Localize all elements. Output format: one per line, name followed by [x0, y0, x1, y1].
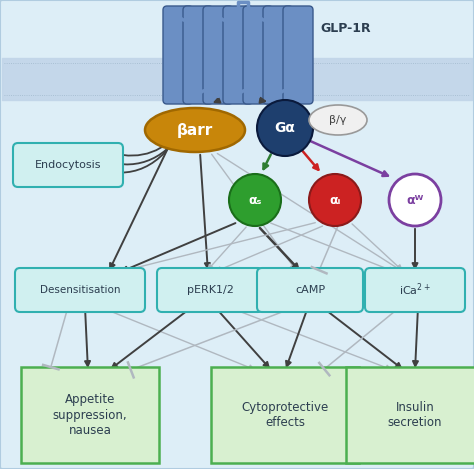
Circle shape — [257, 100, 313, 156]
FancyBboxPatch shape — [203, 6, 233, 104]
Text: Cytoprotective
effects: Cytoprotective effects — [241, 401, 328, 429]
Text: αₛ: αₛ — [248, 194, 262, 206]
FancyBboxPatch shape — [211, 367, 359, 463]
FancyBboxPatch shape — [15, 268, 145, 312]
Text: Appetite
suppression,
nausea: Appetite suppression, nausea — [53, 393, 128, 437]
FancyBboxPatch shape — [157, 268, 263, 312]
Text: GLP-1R: GLP-1R — [320, 22, 371, 35]
FancyBboxPatch shape — [243, 6, 273, 104]
FancyBboxPatch shape — [163, 6, 193, 104]
Ellipse shape — [309, 105, 367, 135]
Text: iCa$^{2+}$: iCa$^{2+}$ — [399, 282, 431, 298]
Text: αᵢ: αᵢ — [329, 194, 341, 206]
FancyBboxPatch shape — [223, 6, 253, 104]
FancyBboxPatch shape — [283, 6, 313, 104]
Text: αᵂ: αᵂ — [406, 194, 424, 206]
FancyBboxPatch shape — [346, 367, 474, 463]
Text: Endocytosis: Endocytosis — [35, 160, 101, 170]
FancyBboxPatch shape — [21, 367, 159, 463]
Text: Desensitisation: Desensitisation — [40, 285, 120, 295]
Circle shape — [229, 174, 281, 226]
Ellipse shape — [145, 108, 245, 152]
Text: Gα: Gα — [274, 121, 295, 135]
Text: cAMP: cAMP — [295, 285, 325, 295]
Text: β/γ: β/γ — [329, 115, 346, 125]
FancyBboxPatch shape — [263, 6, 293, 104]
Circle shape — [389, 174, 441, 226]
Text: βarr: βarr — [177, 122, 213, 137]
Text: Insulin
secretion: Insulin secretion — [388, 401, 442, 429]
FancyBboxPatch shape — [257, 268, 363, 312]
FancyBboxPatch shape — [183, 6, 213, 104]
Text: pERK1/2: pERK1/2 — [187, 285, 233, 295]
Circle shape — [309, 174, 361, 226]
FancyBboxPatch shape — [365, 268, 465, 312]
FancyBboxPatch shape — [13, 143, 123, 187]
